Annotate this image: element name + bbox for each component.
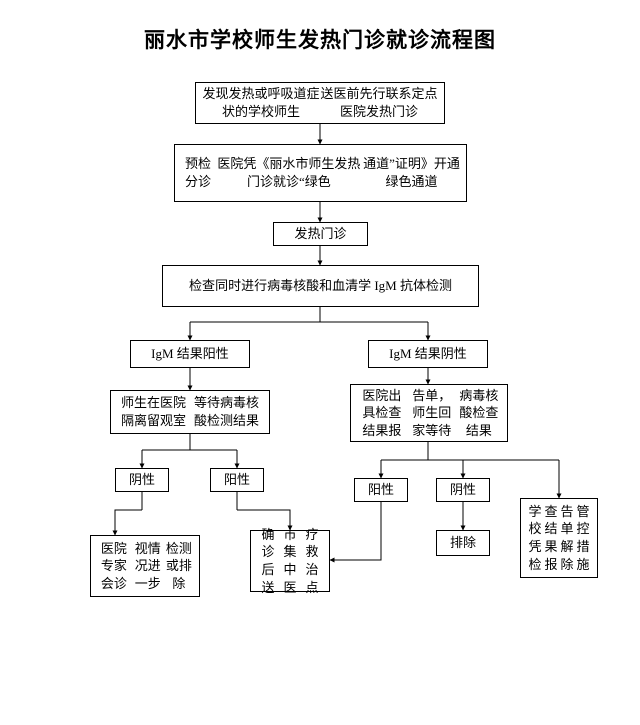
node-text-line: 告单，师生回家等待 [407,387,457,440]
flow-node-n1: 发现发热或呼吸道症状的学校师生送医前先行联系定点医院发热门诊 [195,82,445,124]
flowchart-canvas: 丽水市学校师生发热门诊就诊流程图 发现发热或呼吸道症状的学校师生送医前先行联系定… [0,0,640,725]
node-text-line: 视情况进一步 [131,540,165,593]
node-text-line: 预检分诊 [181,155,215,190]
flow-node-n13: 医院专家会诊视情况进一步检测或排除 [90,535,200,597]
flow-edge [115,510,142,535]
node-text-line: 通道”证明》开通绿色通道 [363,155,460,190]
flow-node-n14: 确诊后送市集中医疗救治点 [250,530,330,592]
flow-node-n7: 师生在医院隔离留观室等待病毒核酸检测结果 [110,390,270,434]
node-text-line: 排除 [450,534,476,552]
node-text-line: 告单解除 [559,503,575,573]
node-text-line: 学校凭检 [527,503,543,573]
flow-node-n10: 阳性 [210,468,264,492]
flow-node-n12: 阴性 [436,478,490,502]
node-text-line: 医院凭《丽水市师生发热门诊就诊“绿色 [215,155,363,190]
node-text-line: 等待病毒核酸检测结果 [190,394,263,429]
node-text-line: 发现发热或呼吸道症状的学校师生 [202,85,320,120]
node-text-line: 疗救治点 [301,526,323,596]
flow-node-n5: IgM 结果阳性 [130,340,250,368]
flow-node-n15: 排除 [436,530,490,556]
node-text-line: 确诊后送 [257,526,279,596]
node-text-line: 病毒核酸检查结果 [457,387,501,440]
node-text-line: 检查 [189,277,215,295]
node-text-line: 检测或排除 [165,540,193,593]
flow-node-n9: 阴性 [115,468,169,492]
node-text-line: IgM 结果阳性 [151,345,229,363]
flow-node-n16: 学校凭检查结果报告单解除管控措施 [520,498,598,578]
node-text-line: 送医前先行联系定点医院发热门诊 [320,85,438,120]
flow-node-n4: 检查同时进行病毒核酸和血清学 IgM 抗体检测 [162,265,479,307]
flow-node-n3: 发热门诊 [273,222,368,246]
flow-node-n11: 阳性 [354,478,408,502]
node-text-line: 同时进行病毒核酸和血清学 IgM 抗体检测 [215,277,452,295]
node-text-line: IgM 结果阴性 [389,345,467,363]
node-text-line: 发热门诊 [294,225,346,243]
node-text-line: 医院专家会诊 [97,540,131,593]
node-text-line: 阴性 [450,481,476,499]
node-text-line: 阴性 [129,471,155,489]
node-text-line: 管控措施 [575,503,591,573]
node-text-line: 阳性 [224,471,250,489]
node-text-line: 市集中医 [279,526,301,596]
flow-node-n6: IgM 结果阴性 [368,340,488,368]
node-text-line: 师生在医院隔离留观室 [117,394,190,429]
page-title: 丽水市学校师生发热门诊就诊流程图 [0,24,640,54]
flow-edge [330,502,381,560]
flow-node-n2: 预检分诊医院凭《丽水市师生发热门诊就诊“绿色通道”证明》开通绿色通道 [174,144,467,202]
flow-node-n8: 医院出具检查结果报告单，师生回家等待病毒核酸检查结果 [350,384,508,442]
node-text-line: 医院出具检查结果报 [357,387,407,440]
node-text-line: 查结果报 [543,503,559,573]
node-text-line: 阳性 [368,481,394,499]
